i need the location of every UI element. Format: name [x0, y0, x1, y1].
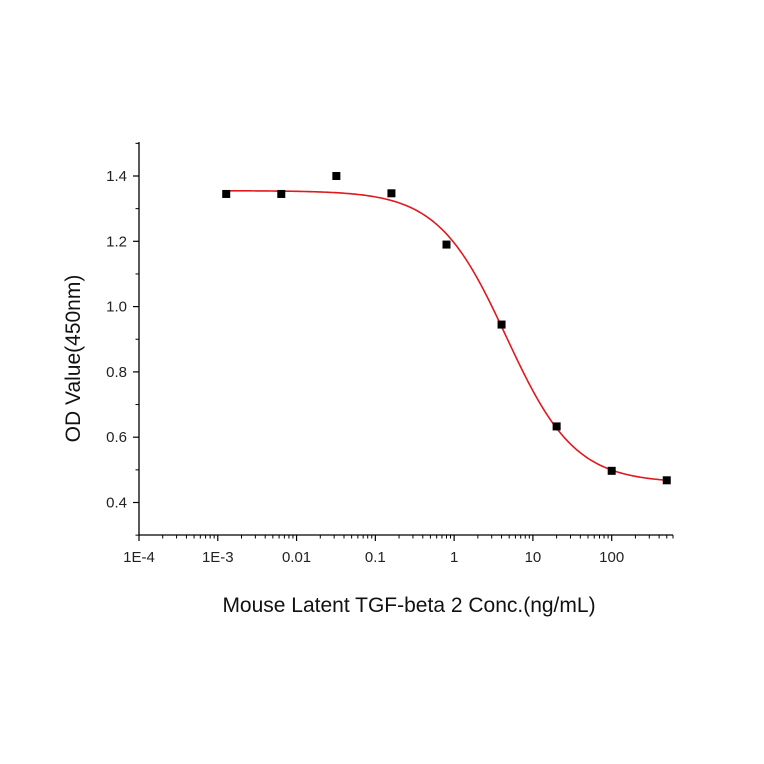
- y-tick-label: 0.6: [106, 429, 127, 446]
- data-point: [552, 422, 561, 431]
- y-tick-label: 1.0: [106, 299, 127, 316]
- y-tick-label: 1.2: [106, 233, 127, 250]
- data-points-layer: [222, 172, 671, 485]
- y-axis-title: OD Value(450nm): [62, 275, 85, 443]
- x-tick-label: 10: [525, 549, 542, 566]
- x-tick-label: 100: [599, 549, 624, 566]
- axes: [133, 142, 674, 541]
- data-point: [387, 189, 396, 198]
- x-tick-label: 0.1: [365, 549, 386, 566]
- data-point: [607, 466, 616, 475]
- data-point: [662, 476, 671, 485]
- data-point: [497, 320, 506, 329]
- x-axis-title: Mouse Latent TGF-beta 2 Conc.(ng/mL): [222, 594, 595, 617]
- data-point: [222, 189, 231, 198]
- y-tick-label: 1.4: [106, 168, 127, 185]
- fit-curve: [226, 189, 667, 482]
- y-tick-labels: 0.4 0.6 0.8 1.0 1.2 1.4: [106, 168, 127, 512]
- x-tick-label: 0.01: [282, 549, 311, 566]
- fit-curve-layer: [226, 189, 667, 482]
- x-tick-label: 1E-4: [123, 549, 155, 566]
- x-tick-label: 1E-3: [202, 549, 234, 566]
- data-point: [277, 189, 286, 198]
- y-tick-label: 0.4: [106, 495, 127, 512]
- x-tick-labels: 1E-4 1E-3 0.01 0.1 1 10 100: [123, 549, 624, 566]
- data-point: [442, 240, 451, 249]
- x-tick-label: 1: [450, 549, 458, 566]
- y-tick-label: 0.8: [106, 364, 127, 381]
- data-point: [332, 172, 341, 180]
